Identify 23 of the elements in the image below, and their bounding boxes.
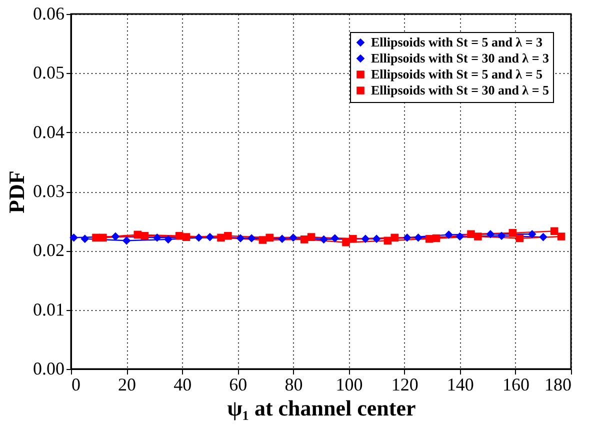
legend-label: Ellipsoids with St = 5 and λ = 3 (371, 34, 543, 50)
x-tick-label: 100 (336, 374, 363, 394)
x-tick-label: 140 (446, 374, 474, 394)
x-tick-label: 160 (502, 374, 530, 394)
y-tick-label: 0.06 (33, 4, 64, 24)
x-tick-label: 20 (118, 374, 136, 394)
y-axis-title: PDF (4, 170, 29, 214)
x-tick-label: 60 (229, 374, 248, 394)
x-tick-label: 40 (174, 374, 192, 394)
x-tick-label: 80 (284, 374, 303, 394)
y-tick-label: 0.03 (33, 181, 64, 201)
legend-label: Ellipsoids with St = 5 and λ = 5 (371, 66, 543, 82)
legend-label: Ellipsoids with St = 30 and λ = 5 (371, 82, 550, 98)
y-tick-label: 0.05 (33, 62, 64, 83)
x-axis-title: ψ₁ at channel center (227, 396, 416, 420)
x-tick-label: 120 (391, 374, 418, 394)
y-tick-label: 0.00 (33, 358, 64, 378)
y-tick-label: 0.02 (33, 240, 64, 260)
y-tick-label: 0.04 (33, 122, 64, 142)
y-tick-label: 0.01 (33, 299, 64, 320)
x-tick-label: 0 (72, 374, 80, 394)
x-tick-label: 180 (544, 374, 572, 394)
legend-label: Ellipsoids with St = 30 and λ = 3 (371, 50, 550, 66)
